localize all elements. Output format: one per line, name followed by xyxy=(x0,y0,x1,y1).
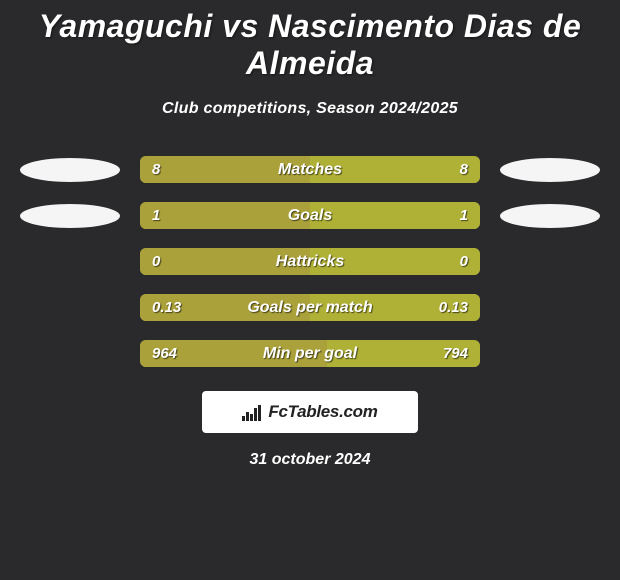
page-title: Yamaguchi vs Nascimento Dias de Almeida xyxy=(0,8,620,82)
stat-row: 0 Hattricks 0 xyxy=(0,248,620,275)
left-value: 0 xyxy=(152,253,160,270)
stat-bar: 0 Hattricks 0 xyxy=(140,248,480,275)
bar-content: 8 Matches 8 xyxy=(140,156,480,183)
stat-label: Matches xyxy=(278,161,342,179)
bar-content: 964 Min per goal 794 xyxy=(140,340,480,367)
bar-content: 1 Goals 1 xyxy=(140,202,480,229)
stat-row: 0.13 Goals per match 0.13 xyxy=(0,294,620,321)
bar-content: 0.13 Goals per match 0.13 xyxy=(140,294,480,321)
right-ellipse xyxy=(500,158,600,182)
stat-bar: 8 Matches 8 xyxy=(140,156,480,183)
right-value: 0 xyxy=(460,253,468,270)
left-ellipse xyxy=(20,204,120,228)
stat-row: 8 Matches 8 xyxy=(0,156,620,183)
stat-bar: 964 Min per goal 794 xyxy=(140,340,480,367)
stat-row: 1 Goals 1 xyxy=(0,202,620,229)
subtitle: Club competitions, Season 2024/2025 xyxy=(0,100,620,118)
left-value: 964 xyxy=(152,345,177,362)
stats-comparison-card: Yamaguchi vs Nascimento Dias de Almeida … xyxy=(0,0,620,469)
left-value: 1 xyxy=(152,207,160,224)
stat-label: Hattricks xyxy=(276,253,344,271)
bar-content: 0 Hattricks 0 xyxy=(140,248,480,275)
stat-rows: 8 Matches 8 1 Goals 1 0 Hattricks 0 0.13 Goals per… xyxy=(0,156,620,367)
left-value: 0.13 xyxy=(152,299,181,316)
stat-bar: 0.13 Goals per match 0.13 xyxy=(140,294,480,321)
left-ellipse xyxy=(20,158,120,182)
logo-box[interactable]: FcTables.com xyxy=(202,391,418,433)
right-value: 8 xyxy=(460,161,468,178)
logo-text: FcTables.com xyxy=(268,402,377,422)
right-value: 1 xyxy=(460,207,468,224)
stat-label: Min per goal xyxy=(263,345,357,363)
stat-label: Goals per match xyxy=(247,299,372,317)
right-value: 794 xyxy=(443,345,468,362)
right-ellipse xyxy=(500,204,600,228)
date-text: 31 october 2024 xyxy=(0,451,620,469)
stat-row: 964 Min per goal 794 xyxy=(0,340,620,367)
stat-label: Goals xyxy=(288,207,332,225)
right-value: 0.13 xyxy=(439,299,468,316)
stat-bar: 1 Goals 1 xyxy=(140,202,480,229)
chart-icon xyxy=(242,403,264,421)
left-value: 8 xyxy=(152,161,160,178)
